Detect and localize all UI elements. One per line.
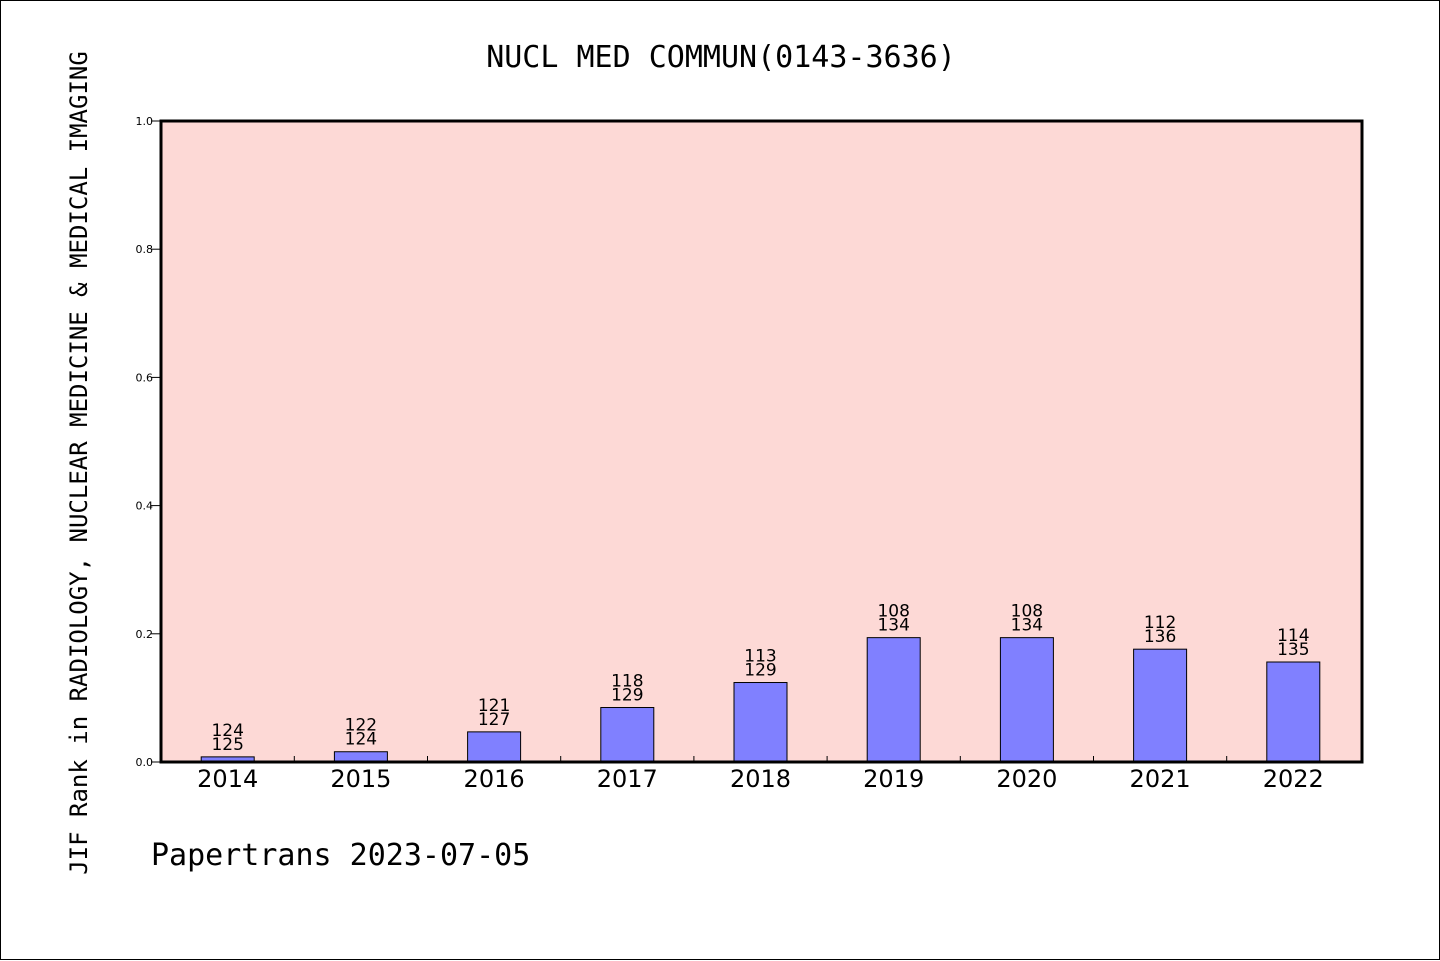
bar-2019 bbox=[866, 637, 921, 763]
bar-label-top-2019: 108 bbox=[877, 602, 909, 622]
y-tick-label: 0.8 bbox=[136, 243, 154, 256]
watermark: Papertrans 2023-07-05 bbox=[151, 838, 530, 873]
x-tick-label-2016: 2016 bbox=[464, 765, 525, 793]
bar-label-bottom-2014: 125 bbox=[211, 735, 243, 755]
bar-label-top-2016: 121 bbox=[478, 696, 510, 716]
y-axis-ticks: 0.0 0.2 0.4 0.6 0.8 1.0 bbox=[136, 115, 161, 769]
bar-label-bottom-2017: 129 bbox=[611, 686, 643, 706]
y-axis-label: JIF Rank in RADIOLOGY, NUCLEAR MEDICINE … bbox=[65, 51, 93, 875]
y-tick-label: 0.2 bbox=[136, 628, 154, 641]
x-tick-label-2015: 2015 bbox=[330, 765, 391, 793]
bar-label-bottom-2021: 136 bbox=[1144, 627, 1176, 647]
x-axis-labels: 2014 2015 2016 2017 2018 2019 2020 2021 2022 bbox=[197, 765, 1324, 793]
bar-2017 bbox=[600, 707, 655, 763]
bar-label-bottom-2019: 134 bbox=[877, 616, 909, 636]
bar-label-bottom-2015: 124 bbox=[345, 730, 377, 750]
bar-2018 bbox=[733, 682, 788, 763]
bar-2020 bbox=[999, 637, 1054, 763]
bar-label-bottom-2016: 127 bbox=[478, 710, 510, 730]
bar-label-top-2022: 114 bbox=[1277, 626, 1309, 646]
bar-label-top-2014: 124 bbox=[211, 721, 243, 741]
y-tick-label: 0.4 bbox=[136, 500, 154, 513]
bar-label-top-2017: 118 bbox=[611, 672, 643, 692]
bar-2016 bbox=[467, 731, 522, 763]
x-tick-label-2022: 2022 bbox=[1263, 765, 1324, 793]
y-tick-label: 1.0 bbox=[136, 115, 154, 128]
bar-label-bottom-2020: 134 bbox=[1011, 616, 1043, 636]
x-tick-label-2020: 2020 bbox=[996, 765, 1057, 793]
x-tick-label-2019: 2019 bbox=[863, 765, 924, 793]
plot-border bbox=[159, 119, 1364, 764]
bar-2022 bbox=[1266, 661, 1321, 763]
bar-label-top-2015: 122 bbox=[345, 716, 377, 736]
bar-2015 bbox=[333, 751, 388, 763]
bar-labels-group: 1241251221241211271181291131291081341081… bbox=[211, 602, 1309, 755]
chart-title: NUCL MED COMMUN(0143-3636) bbox=[486, 40, 956, 75]
bar-label-top-2020: 108 bbox=[1011, 602, 1043, 622]
bar-label-top-2021: 112 bbox=[1144, 613, 1176, 633]
y-tick-label: 0.0 bbox=[136, 756, 154, 769]
y-tick-label: 0.6 bbox=[136, 371, 154, 384]
bar-2021 bbox=[1133, 648, 1188, 763]
x-tick-label-2021: 2021 bbox=[1130, 765, 1191, 793]
x-tick-label-2017: 2017 bbox=[597, 765, 658, 793]
bars-group bbox=[200, 637, 1321, 763]
bar-label-top-2018: 113 bbox=[744, 647, 776, 667]
bar-label-bottom-2022: 135 bbox=[1277, 640, 1309, 660]
x-tick-label-2014: 2014 bbox=[197, 765, 258, 793]
bar-label-bottom-2018: 129 bbox=[744, 661, 776, 681]
x-tick-label-2018: 2018 bbox=[730, 765, 791, 793]
